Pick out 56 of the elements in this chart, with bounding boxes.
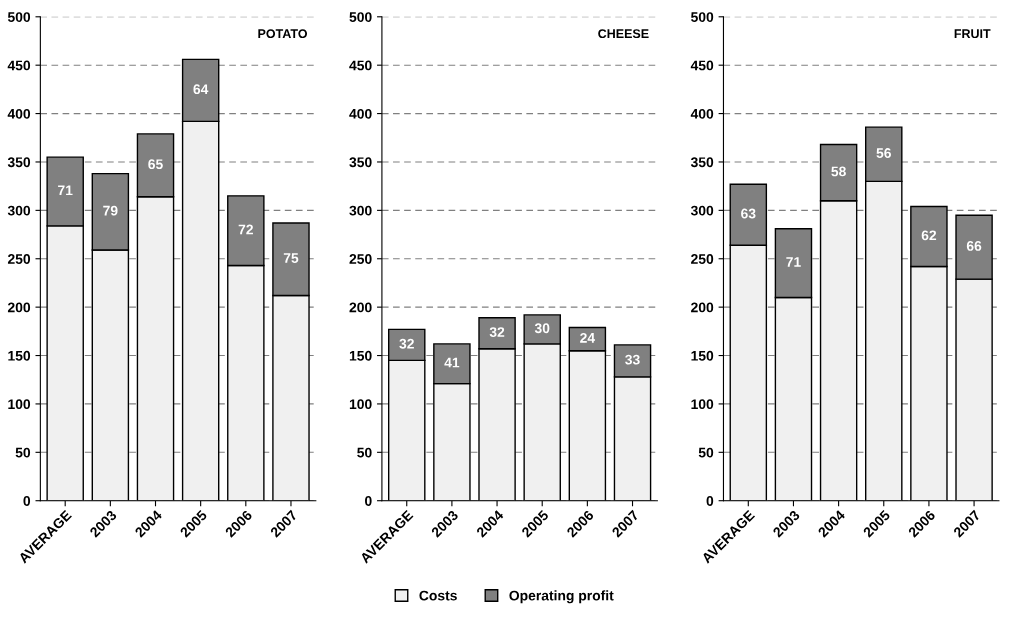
- legend-label: Costs: [419, 590, 457, 601]
- data-label: 64: [193, 84, 209, 95]
- y-tick-label: 400: [690, 108, 714, 119]
- y-tick-label: 150: [8, 350, 31, 361]
- y-tick-label: 150: [349, 350, 372, 361]
- text: CHEESE: [598, 29, 649, 39]
- data-label: 71: [786, 257, 801, 267]
- text: POTATO: [258, 29, 308, 39]
- data-label: 66: [966, 241, 982, 251]
- y-tick-label: 300: [349, 205, 372, 216]
- y-tick-label: 400: [7, 108, 31, 119]
- data-label: 41: [444, 357, 460, 368]
- y-tick-label: 50: [698, 447, 714, 458]
- y-tick-label: 50: [15, 447, 31, 458]
- y-tick-label: 200: [7, 302, 31, 313]
- y-tick-label: 0: [365, 496, 372, 506]
- data-label: 33: [625, 354, 640, 365]
- data-label: 56: [876, 148, 891, 158]
- y-tick-label: 400: [349, 108, 372, 119]
- legend-label: Operating profit: [509, 590, 614, 604]
- data-label: 63: [741, 208, 756, 219]
- data-label: 58: [831, 166, 846, 177]
- data-label: 79: [103, 205, 118, 216]
- data-label: 65: [148, 159, 163, 170]
- y-tick-label: 500: [691, 12, 714, 22]
- y-tick-label: 350: [690, 157, 714, 168]
- data-label: 75: [283, 253, 299, 263]
- text: FRUIT: [954, 29, 991, 39]
- data-label: 24: [580, 332, 596, 343]
- y-tick-label: 450: [690, 60, 714, 71]
- y-tick-label: 300: [690, 205, 714, 216]
- y-tick-label: 250: [349, 254, 372, 264]
- y-tick-label: 200: [349, 302, 372, 313]
- data-label: 72: [238, 224, 253, 235]
- y-tick-label: 250: [7, 254, 31, 264]
- data-label: 32: [399, 338, 414, 349]
- y-tick-label: 450: [349, 60, 372, 71]
- y-tick-label: 0: [706, 496, 714, 506]
- y-tick-label: 100: [8, 399, 31, 410]
- y-tick-label: 300: [7, 205, 31, 216]
- y-tick-label: 100: [349, 399, 372, 410]
- y-tick-label: 150: [691, 350, 714, 361]
- y-tick-label: 250: [691, 254, 714, 264]
- y-tick-label: 350: [349, 157, 372, 168]
- data-label: 30: [534, 323, 550, 334]
- y-tick-label: 0: [23, 496, 31, 506]
- y-tick-label: 350: [7, 157, 31, 168]
- y-tick-label: 50: [357, 447, 372, 458]
- data-label: 71: [58, 185, 73, 196]
- y-tick-label: 450: [7, 60, 31, 71]
- data-label: 62: [921, 230, 937, 241]
- y-tick-label: 500: [349, 12, 372, 22]
- y-tick-label: 500: [7, 12, 31, 22]
- y-tick-label: 200: [691, 302, 714, 313]
- y-tick-label: 100: [691, 399, 714, 410]
- data-label: 32: [489, 327, 505, 338]
